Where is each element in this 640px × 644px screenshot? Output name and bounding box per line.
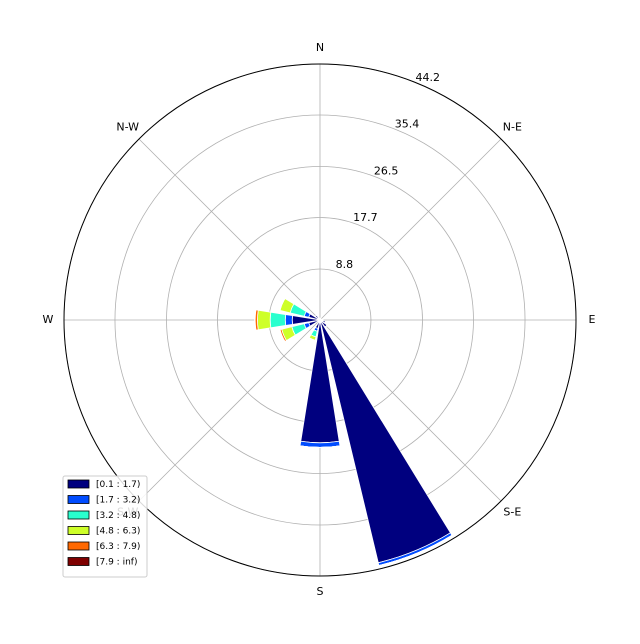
grid-spoke [139, 139, 320, 320]
radial-tick-label: 35.4 [395, 117, 420, 130]
radial-tick-label: 26.5 [374, 165, 399, 178]
direction-label: W [43, 313, 54, 326]
direction-label: N-W [116, 121, 139, 134]
grid-spoke [320, 139, 501, 320]
legend-label: [3.2 : 4.8) [96, 511, 140, 521]
legend-label: [1.7 : 3.2) [96, 496, 140, 506]
bar-segment [301, 320, 339, 443]
radial-tick-label: 8.8 [336, 258, 354, 271]
legend-label: [6.3 : 7.9) [96, 542, 140, 552]
legend-label: [4.8 : 6.3) [96, 527, 140, 537]
bar-segment [257, 310, 270, 330]
direction-label: S [317, 585, 324, 598]
bar-segment [285, 315, 292, 326]
direction-label: E [589, 313, 596, 326]
grid-spoke [139, 320, 320, 501]
direction-label: N-E [503, 121, 522, 134]
legend-swatch [68, 542, 89, 550]
legend-swatch [68, 527, 89, 535]
legend-swatch [68, 558, 89, 566]
legend-swatch [68, 496, 89, 504]
radial-tick-label: 44.2 [416, 71, 441, 84]
legend-label: [0.1 : 1.7) [96, 480, 140, 490]
direction-label: N [316, 41, 324, 54]
legend-swatch [68, 511, 89, 519]
legend-label: [7.9 : inf) [96, 558, 137, 568]
legend: [0.1 : 1.7) [1.7 : 3.2) [3.2 : 4.8) [4.8 : … [63, 476, 147, 577]
bar-segment [270, 312, 285, 328]
direction-label: S-E [503, 505, 521, 518]
radial-tick-label: 17.7 [353, 211, 378, 224]
legend-swatch [68, 480, 89, 488]
